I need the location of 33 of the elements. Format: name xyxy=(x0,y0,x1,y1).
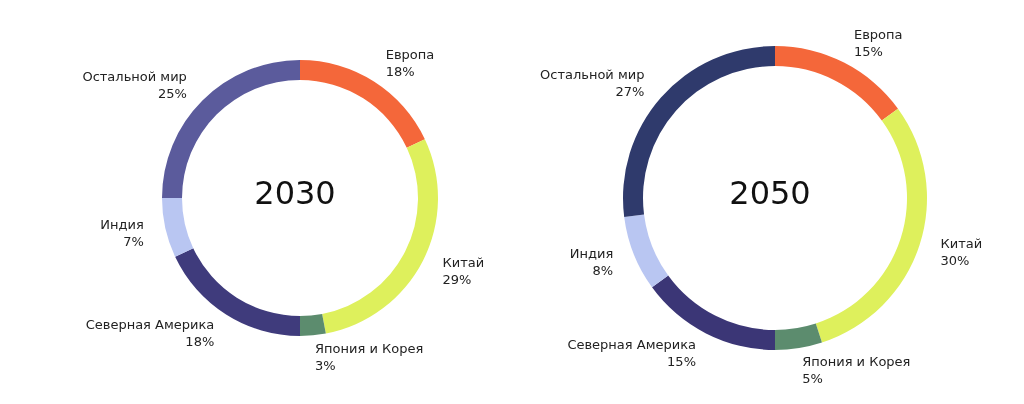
data-label: 27% xyxy=(615,83,645,99)
data-label: 8% xyxy=(592,263,614,279)
slice-label: Индия xyxy=(100,216,144,232)
data-label: 18% xyxy=(385,63,415,79)
text: 2030 xyxy=(254,174,336,212)
slice-label: Япония и Корея xyxy=(802,353,911,369)
donut-slice xyxy=(775,46,898,121)
data-label: 30% xyxy=(940,252,970,268)
data-label: 7% xyxy=(123,233,144,249)
donut-slice xyxy=(162,198,194,257)
data-label: 25% xyxy=(157,85,187,101)
slice-label: Китай xyxy=(442,254,485,270)
data-label: 18% xyxy=(185,334,215,350)
donut-slice xyxy=(300,313,326,336)
slice-label: Северная Америка xyxy=(85,317,215,333)
data-label: 3% xyxy=(315,358,336,374)
donut-slice xyxy=(775,323,822,350)
donut-slice xyxy=(624,214,669,288)
slice-label: Китай xyxy=(940,235,983,251)
slice-label: Япония и Корея xyxy=(315,341,424,357)
slice-label: Остальной мир xyxy=(82,68,187,84)
donut-slice xyxy=(815,108,927,343)
slice-label: Европа xyxy=(853,26,903,42)
data-label: 15% xyxy=(853,43,883,59)
donut-slice xyxy=(300,60,425,148)
slice-label: Индия xyxy=(569,246,614,262)
data-label: 29% xyxy=(442,271,472,287)
slice-label: Северная Америка xyxy=(567,337,697,353)
data-label: 15% xyxy=(667,354,697,370)
text: 2050 xyxy=(729,174,811,212)
slice-label: Европа xyxy=(385,46,435,62)
data-label: 5% xyxy=(802,370,823,386)
slice-label: Остальной мир xyxy=(540,66,645,82)
